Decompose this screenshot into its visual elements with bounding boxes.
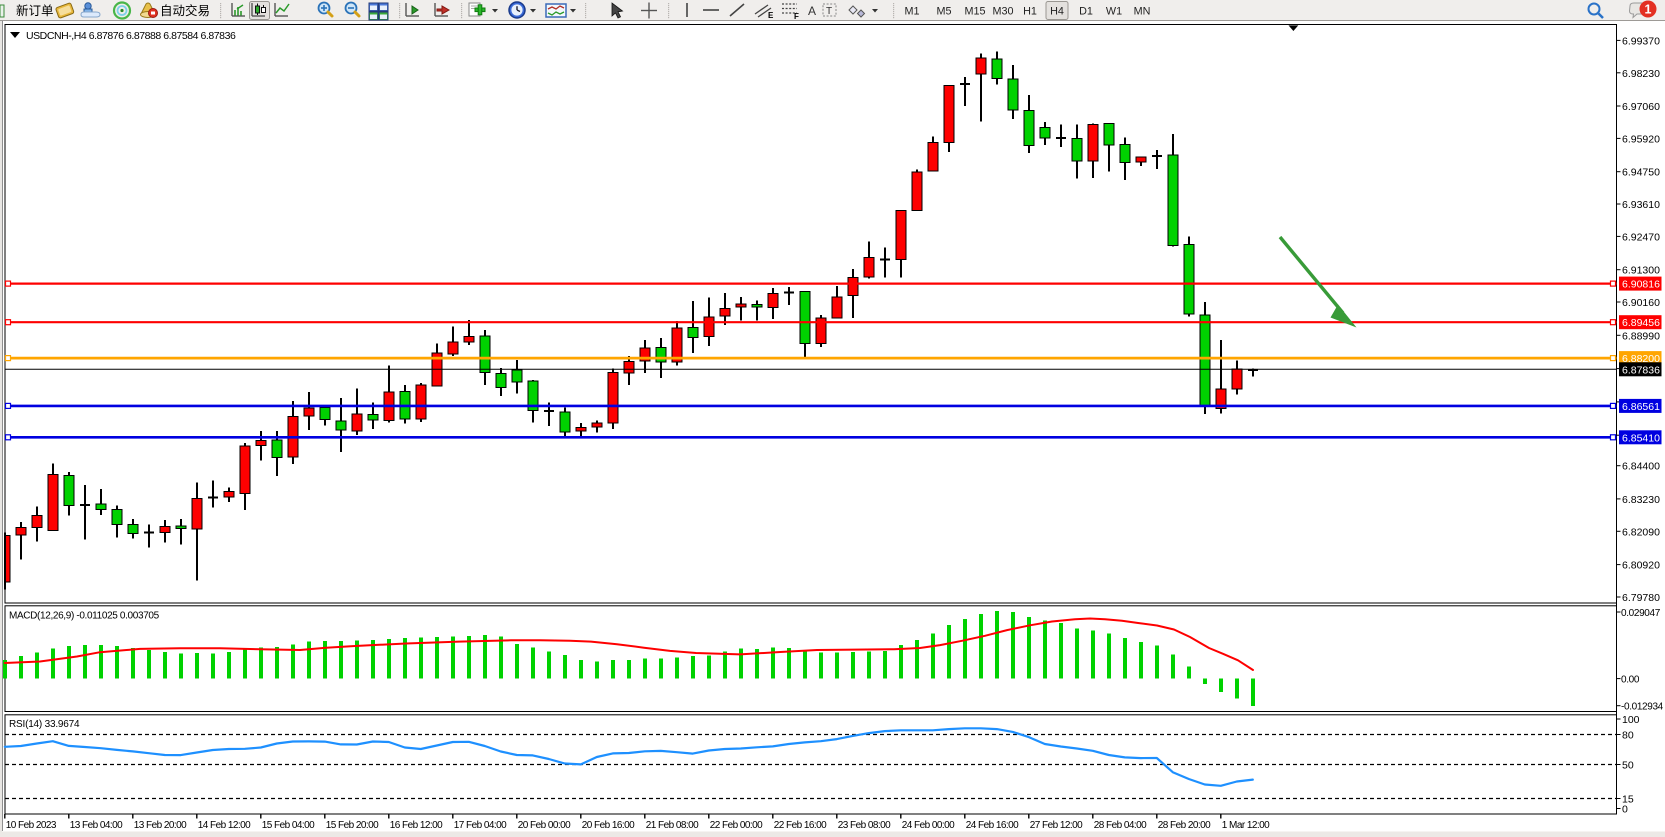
svg-text:24 Feb 00:00: 24 Feb 00:00 [902,820,955,831]
svg-text:USDCNH-,H4 6.87876 6.87888 6.: USDCNH-,H4 6.87876 6.87888 6.87584 6.878… [26,30,236,42]
svg-text:17 Feb 04:00: 17 Feb 04:00 [454,820,507,831]
svg-text:A: A [808,4,816,18]
svg-text:自动交易: 自动交易 [160,3,210,18]
svg-text:28 Feb 20:00: 28 Feb 20:00 [1158,820,1211,831]
svg-text:6.90816: 6.90816 [1622,279,1660,291]
svg-text:13 Feb 20:00: 13 Feb 20:00 [134,820,187,831]
svg-text:6.97060: 6.97060 [1622,101,1660,113]
svg-text:16 Feb 12:00: 16 Feb 12:00 [390,820,443,831]
svg-text:15 Feb 04:00: 15 Feb 04:00 [262,820,315,831]
svg-text:1: 1 [1645,3,1652,17]
svg-text:0: 0 [1622,804,1628,816]
svg-text:新订单: 新订单 [16,3,54,18]
svg-text:6.91300: 6.91300 [1622,265,1660,277]
svg-text:6.99370: 6.99370 [1622,35,1660,47]
svg-text:13 Feb 04:00: 13 Feb 04:00 [70,820,123,831]
svg-text:1 Mar 12:00: 1 Mar 12:00 [1222,820,1270,831]
svg-text:50: 50 [1622,760,1634,772]
svg-text:0.00: 0.00 [1621,675,1640,686]
svg-text:24 Feb 16:00: 24 Feb 16:00 [966,820,1019,831]
svg-text:-0.012934: -0.012934 [1621,702,1664,713]
svg-text:F: F [794,12,799,21]
svg-text:100: 100 [1622,714,1640,726]
svg-text:6.85410: 6.85410 [1622,432,1660,444]
svg-text:80: 80 [1622,730,1634,742]
svg-text:6.86561: 6.86561 [1622,401,1660,413]
svg-text:28 Feb 04:00: 28 Feb 04:00 [1094,820,1147,831]
svg-text:RSI(14) 33.9674: RSI(14) 33.9674 [9,719,80,730]
svg-text:6.79780: 6.79780 [1622,592,1660,604]
svg-text:E: E [768,11,774,20]
svg-text:M1: M1 [905,6,920,18]
svg-text:22 Feb 00:00: 22 Feb 00:00 [710,820,763,831]
svg-text:6.95920: 6.95920 [1622,133,1660,145]
svg-text:20 Feb 00:00: 20 Feb 00:00 [518,820,571,831]
svg-text:D1: D1 [1079,6,1093,18]
svg-text:15: 15 [1622,794,1634,806]
svg-text:0.029047: 0.029047 [1621,608,1661,619]
svg-text:6.84400: 6.84400 [1622,461,1660,473]
svg-text:MN: MN [1134,6,1151,18]
svg-text:H1: H1 [1023,6,1037,18]
svg-text:6.88990: 6.88990 [1622,330,1660,342]
svg-text:M15: M15 [964,6,985,18]
svg-text:6.87836: 6.87836 [1622,364,1660,376]
svg-text:6.82090: 6.82090 [1622,526,1660,538]
svg-text:6.92470: 6.92470 [1622,231,1660,243]
svg-text:M5: M5 [937,6,952,18]
svg-text:20 Feb 16:00: 20 Feb 16:00 [582,820,635,831]
svg-text:23 Feb 08:00: 23 Feb 08:00 [838,820,891,831]
svg-text:6.89456: 6.89456 [1622,317,1660,329]
svg-text:15 Feb 20:00: 15 Feb 20:00 [326,820,379,831]
svg-text:6.80920: 6.80920 [1622,560,1660,572]
svg-text:14 Feb 12:00: 14 Feb 12:00 [198,820,251,831]
svg-text:T: T [826,6,832,17]
svg-text:6.93610: 6.93610 [1622,199,1660,211]
svg-text:6.94750: 6.94750 [1622,167,1660,179]
svg-text:6.83230: 6.83230 [1622,494,1660,506]
svg-text:M30: M30 [992,6,1013,18]
svg-text:27 Feb 12:00: 27 Feb 12:00 [1030,820,1083,831]
svg-text:6.90160: 6.90160 [1622,297,1660,309]
svg-text:21 Feb 08:00: 21 Feb 08:00 [646,820,699,831]
svg-text:22 Feb 16:00: 22 Feb 16:00 [774,820,827,831]
svg-text:10 Feb 2023: 10 Feb 2023 [6,820,57,831]
svg-text:MACD(12,26,9) -0.011025 0.0037: MACD(12,26,9) -0.011025 0.003705 [9,611,160,622]
svg-text:H4: H4 [1050,6,1064,18]
svg-text:6.88200: 6.88200 [1622,353,1660,365]
svg-text:6.98230: 6.98230 [1622,68,1660,80]
svg-text:W1: W1 [1106,6,1122,18]
